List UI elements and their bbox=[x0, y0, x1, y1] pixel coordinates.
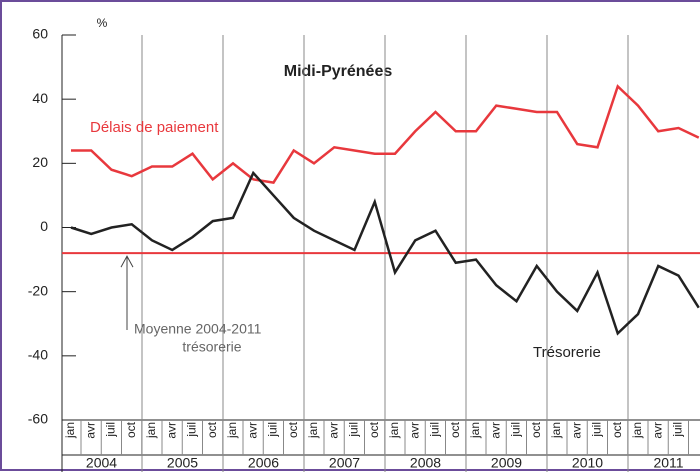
x-tick-label: juil bbox=[428, 422, 442, 438]
x-tick-label: jan bbox=[630, 422, 644, 439]
year-label: 2009 bbox=[491, 455, 522, 471]
series-label: Trésorerie bbox=[533, 344, 601, 361]
x-tick-label: jan bbox=[549, 422, 563, 439]
chart-title: Midi-Pyrénées bbox=[284, 63, 393, 80]
x-tick-label: jan bbox=[144, 422, 158, 439]
x-tick-label: avr bbox=[83, 422, 97, 439]
x-tick-label: oct bbox=[124, 421, 138, 438]
x-tick-label: jan bbox=[387, 422, 401, 439]
x-tick-label: juil bbox=[185, 422, 199, 438]
x-tick-label: juil bbox=[509, 422, 523, 438]
year-label: 2008 bbox=[410, 455, 441, 471]
series-line bbox=[70, 170, 700, 336]
x-tick-label: avr bbox=[569, 422, 583, 439]
x-tick-label: avr bbox=[326, 422, 340, 439]
y-tick-label: 40 bbox=[32, 90, 48, 106]
x-tick-label: avr bbox=[245, 422, 259, 439]
x-tick-label: jan bbox=[306, 422, 320, 439]
y-tick-label: -40 bbox=[28, 347, 48, 363]
arrow-head bbox=[120, 255, 134, 268]
y-tick-label: 20 bbox=[32, 154, 48, 170]
series-line bbox=[71, 84, 700, 184]
x-tick-label: juil bbox=[671, 422, 685, 438]
x-tick-label: oct bbox=[367, 421, 381, 438]
year-label: 2004 bbox=[86, 455, 117, 471]
x-tick-label: oct bbox=[610, 421, 624, 438]
x-tick-label: oct bbox=[529, 421, 543, 438]
y-tick-label: -20 bbox=[28, 282, 48, 298]
year-label: 2011 bbox=[653, 455, 683, 471]
plot-area bbox=[62, 84, 700, 336]
x-tick-label: juil bbox=[104, 422, 118, 438]
x-tick-label: jan bbox=[468, 422, 482, 439]
year-label: 2007 bbox=[329, 455, 360, 471]
y-tick-label: 60 bbox=[32, 26, 48, 42]
x-tick-label: juil bbox=[347, 422, 361, 438]
x-tick-label: avr bbox=[164, 422, 178, 439]
y-tick-label: -60 bbox=[28, 411, 48, 427]
year-label: 2010 bbox=[572, 455, 603, 471]
unit-label: % bbox=[97, 16, 108, 30]
year-label: 2005 bbox=[167, 455, 198, 471]
x-tick-label: oct bbox=[286, 421, 300, 438]
x-tick-label: juil bbox=[590, 422, 604, 438]
x-tick-label: oct bbox=[448, 421, 462, 438]
x-tick-label: juil bbox=[266, 422, 280, 438]
y-tick-label: 0 bbox=[40, 218, 48, 234]
x-tick-label: jan bbox=[225, 422, 239, 439]
reference-label: Moyenne 2004-2011 bbox=[134, 321, 262, 337]
x-tick-label: oct bbox=[205, 421, 219, 438]
x-tick-label: avr bbox=[407, 422, 421, 439]
year-label: 2006 bbox=[248, 455, 279, 471]
x-tick-label: avr bbox=[650, 422, 664, 439]
x-tick-label: jan bbox=[63, 422, 77, 439]
x-tick-label: avr bbox=[488, 422, 502, 439]
series-label: Délais de paiement bbox=[90, 119, 219, 136]
reference-label: trésorerie bbox=[182, 339, 241, 355]
